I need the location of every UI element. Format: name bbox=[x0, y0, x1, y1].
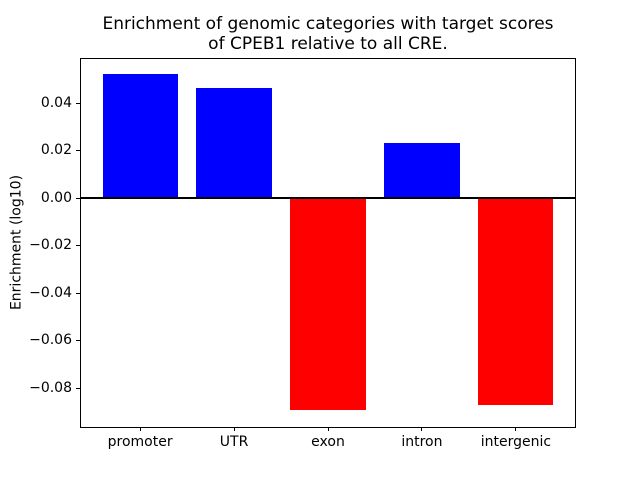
y-tick-label: 0.00 bbox=[40, 189, 72, 206]
y-tick-mark bbox=[76, 292, 80, 294]
x-tick-mark-exon bbox=[327, 427, 329, 432]
y-tick-mark bbox=[76, 340, 80, 342]
y-tick-label: −0.02 bbox=[29, 237, 72, 254]
y-tick-label: −0.08 bbox=[29, 379, 72, 396]
x-tick-label-exon: exon bbox=[311, 434, 345, 451]
y-tick-label: −0.04 bbox=[29, 284, 72, 301]
x-tick-label-intergenic: intergenic bbox=[480, 434, 552, 451]
y-tick-mark bbox=[76, 102, 80, 104]
zero-line bbox=[80, 197, 576, 200]
x-tick-mark-intron bbox=[421, 427, 423, 432]
bar-UTR bbox=[196, 87, 272, 199]
bar-promoter bbox=[102, 73, 178, 199]
chart-title: Enrichment of genomic categories with ta… bbox=[102, 14, 554, 54]
y-tick-mark bbox=[76, 245, 80, 247]
y-tick-mark bbox=[76, 150, 80, 152]
bar-intron bbox=[384, 142, 460, 199]
y-tick-label: 0.04 bbox=[40, 94, 72, 111]
x-tick-label-UTR: UTR bbox=[219, 434, 249, 451]
x-tick-label-intron: intron bbox=[401, 434, 443, 451]
y-tick-mark bbox=[76, 387, 80, 389]
x-tick-mark-promoter bbox=[139, 427, 141, 432]
y-tick-label: −0.06 bbox=[29, 332, 72, 349]
bar-exon bbox=[290, 198, 366, 411]
x-tick-mark-UTR bbox=[233, 427, 235, 432]
bar-intergenic bbox=[478, 198, 554, 406]
y-tick-label: 0.02 bbox=[40, 142, 72, 159]
x-tick-mark-intergenic bbox=[515, 427, 517, 432]
y-tick-mark bbox=[76, 197, 80, 199]
x-tick-label-promoter: promoter bbox=[107, 434, 173, 451]
